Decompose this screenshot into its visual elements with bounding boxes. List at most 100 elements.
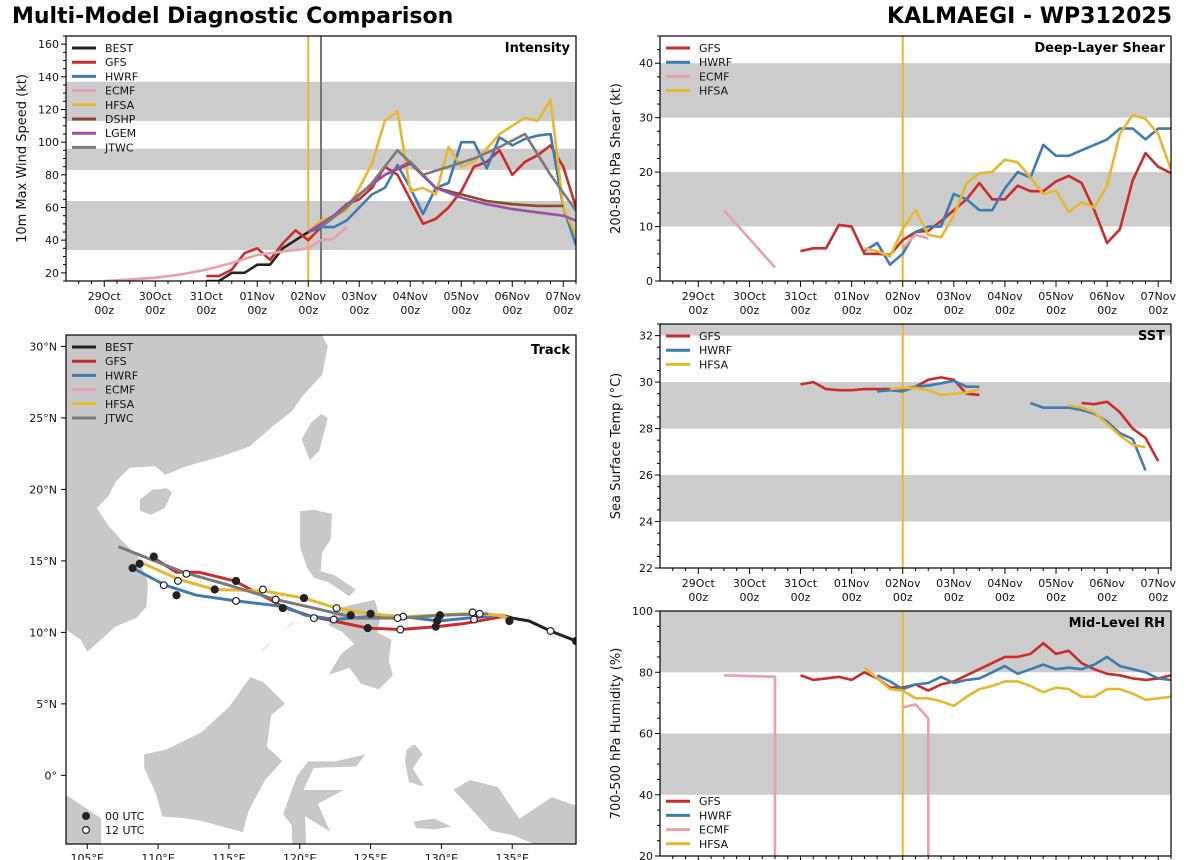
- x-tick-label: 130°E: [425, 852, 458, 860]
- legend-label: GFS: [105, 56, 127, 69]
- legend-label: HWRF: [105, 369, 138, 382]
- new-guinea-island: [452, 779, 576, 844]
- x-tick-label: 00z: [502, 304, 522, 317]
- x-tick-label: 29Oct: [682, 290, 716, 303]
- legend-item-gfs: GFS: [666, 42, 721, 55]
- y-tick-label: 26: [639, 469, 653, 482]
- y-tick-label: 5°N: [36, 698, 57, 711]
- y-tick-label: 30: [639, 376, 653, 389]
- x-tick-label: 00z: [1148, 591, 1168, 604]
- track-marker-00utc: [128, 563, 137, 573]
- series-line-jtwc: [320, 132, 576, 229]
- legend-item-gfs: GFS: [666, 795, 721, 808]
- series-line-ecmf: [722, 209, 776, 269]
- legend-label: GFS: [699, 330, 721, 343]
- track-marker-00utc: [135, 559, 144, 568]
- track-marker-00utc: [172, 591, 181, 600]
- plot-background: [660, 324, 1171, 568]
- threshold-band: [660, 733, 1171, 795]
- legend-item-gfs: GFS: [72, 355, 127, 368]
- legend-item-hfsa: HFSA: [72, 99, 135, 112]
- series-line-ecmf: [104, 226, 348, 281]
- x-tick-label: 03Nov: [936, 577, 972, 590]
- legend-label: BEST: [105, 42, 133, 55]
- x-tick-label: 00z: [553, 304, 573, 317]
- x-tick-label: 31Oct: [784, 577, 818, 590]
- x-tick-label: 105°E: [71, 852, 104, 860]
- x-tick-label: 00z: [944, 304, 964, 317]
- plot-area: [660, 611, 1171, 856]
- x-tick-label: 00z: [842, 304, 862, 317]
- legend-label: GFS: [105, 355, 127, 368]
- track-marker-00utc: [366, 609, 375, 618]
- x-tick-label: 00z: [944, 591, 964, 604]
- x-tick-label: 00z: [247, 304, 267, 317]
- map-area: [66, 335, 576, 844]
- x-tick-label: 02Nov: [291, 290, 327, 303]
- x-tick-label: 30Oct: [733, 290, 767, 303]
- legend-item-ecmf: ECMF: [666, 824, 729, 837]
- series-line-ecmf: [902, 703, 930, 856]
- legend-label: HWRF: [699, 56, 732, 69]
- threshold-band: [660, 475, 1171, 522]
- y-axis-label: 700-500 hPa Humidity (%): [609, 648, 624, 820]
- x-tick-label: 00z: [298, 304, 318, 317]
- legend-item-best: BEST: [72, 42, 133, 55]
- legend-item-hwrf: HWRF: [72, 70, 138, 83]
- seram-island: [412, 817, 454, 831]
- shear-panel: 01020304029Oct00z30Oct00z31Oct00z01Nov00…: [609, 35, 1176, 317]
- y-tick-label: 0: [646, 275, 653, 288]
- x-tick-label: 00z: [893, 591, 913, 604]
- x-tick-label: 00z: [740, 591, 760, 604]
- legend-label: LGEM: [105, 127, 136, 140]
- legend-item-hfsa: HFSA: [72, 398, 135, 411]
- track-marker-12utc: [393, 614, 402, 623]
- track-marker-00utc: [346, 611, 355, 620]
- legend-label: HFSA: [699, 838, 729, 851]
- x-tick-label: 05Nov: [444, 290, 480, 303]
- track-line-hwrf: [131, 566, 503, 623]
- legend-item-best: BEST: [72, 341, 133, 354]
- x-tick-label: 00z: [995, 304, 1015, 317]
- x-tick-label: 04Nov: [987, 577, 1023, 590]
- legend-label: ECMF: [699, 70, 729, 83]
- y-tick-label: 0°: [45, 769, 58, 782]
- track-marker-12utc: [475, 609, 484, 618]
- intensity-panel: 2040608010012014016029Oct00z30Oct00z31Oc…: [15, 35, 581, 317]
- plot-area: [660, 324, 1171, 568]
- x-tick-label: 00z: [740, 304, 760, 317]
- y-axis-label: Sea Surface Temp (°C): [609, 373, 624, 520]
- x-tick-label: 125°E: [354, 852, 387, 860]
- y-tick-label: 32: [639, 330, 653, 343]
- x-tick-label: 00z: [688, 591, 708, 604]
- borneo-island: [143, 676, 287, 833]
- x-tick-label: 00z: [1046, 304, 1066, 317]
- legend-label: GFS: [699, 42, 721, 55]
- panel-title: Track: [531, 343, 570, 358]
- plot-area: [660, 36, 1171, 281]
- y-axis-label: 200-850 hPa Shear (kt): [609, 83, 624, 234]
- legend-label: JTWC: [104, 141, 134, 154]
- x-tick-label: 04Nov: [393, 290, 429, 303]
- legend-item-dshp: DSHP: [72, 113, 136, 126]
- x-tick-label: 115°E: [212, 852, 245, 860]
- legend-item-hwrf: HWRF: [666, 809, 732, 822]
- y-tick-label: 25°N: [29, 412, 57, 425]
- series-line-gfs: [800, 151, 1171, 257]
- track-line-jtwc: [117, 545, 489, 620]
- x-tick-label: 120°E: [283, 852, 316, 860]
- legend-label: ECMF: [105, 85, 135, 98]
- track-marker-12utc: [173, 576, 182, 585]
- track-marker-00utc: [299, 593, 309, 603]
- y-tick-label: 120: [38, 104, 59, 117]
- track-marker-12utc: [182, 569, 191, 578]
- panel-title: Deep-Layer Shear: [1034, 41, 1165, 56]
- track-marker-12utc: [468, 608, 477, 617]
- plot-area: [66, 36, 576, 281]
- y-tick-label: 40: [45, 234, 59, 247]
